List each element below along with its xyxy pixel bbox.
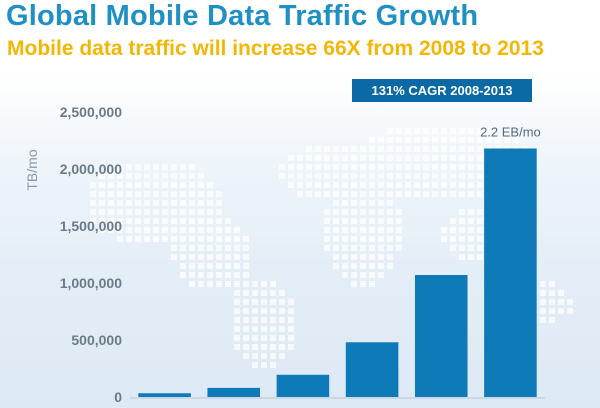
bar-annotation: 2.2 EB/mo	[480, 124, 541, 139]
y-tick-label: 500,000	[71, 332, 122, 348]
bar-2013	[484, 148, 537, 397]
bar-2008	[138, 393, 191, 397]
y-tick-label: 2,500,000	[60, 104, 122, 120]
y-tick-label: 2,000,000	[60, 161, 122, 177]
bar-2009	[207, 387, 261, 397]
y-tick-label: 1,500,000	[60, 218, 122, 234]
bar-2010	[276, 374, 330, 397]
y-axis-label: TB/mo	[24, 149, 40, 190]
y-tick-label: 1,000,000	[60, 275, 122, 291]
chart-title: Global Mobile Data Traffic Growth	[6, 0, 479, 32]
chart-subtitle: Mobile data traffic will increase 66X fr…	[7, 37, 544, 60]
y-tick-label: 0	[114, 389, 122, 405]
cagr-badge: 131% CAGR 2008-2013	[352, 79, 532, 102]
bar-2012	[414, 275, 468, 397]
bar-2011	[345, 342, 399, 397]
